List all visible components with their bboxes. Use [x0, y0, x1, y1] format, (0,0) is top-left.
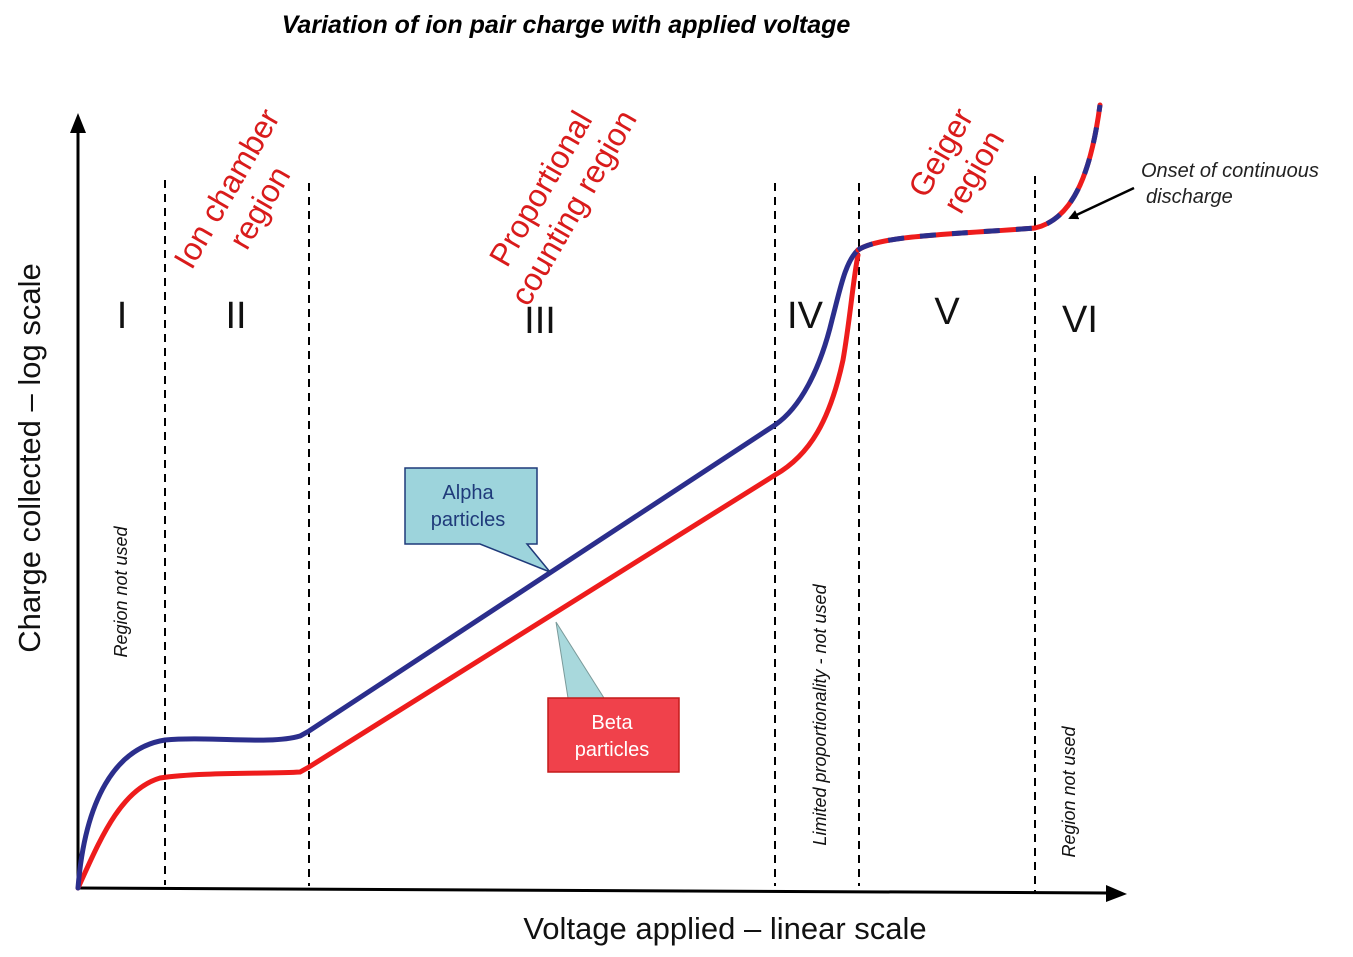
region-numeral-ii: II — [225, 295, 246, 337]
geiger-plateau-dash — [856, 104, 1103, 253]
y-axis-label: Charge collected – log scale — [12, 263, 47, 652]
alpha-callout-box — [404, 467, 551, 573]
alpha-curve — [75, 247, 861, 891]
region-vi-note: Region not used — [1059, 725, 1079, 857]
alpha-label-line2: particles — [431, 509, 505, 531]
region-numeral-v: V — [934, 291, 960, 333]
y-axis-arrowhead — [70, 113, 86, 133]
beta-label-line2: particles — [575, 739, 649, 761]
alpha-label-line1: Alpha — [442, 482, 494, 504]
alpha-callout: Alpha particles — [404, 467, 551, 573]
axes — [70, 113, 1127, 902]
region-name-ion-chamber: Ion chamber region — [166, 102, 297, 274]
region-i-note: Region not used — [111, 525, 131, 657]
region-numeral-vi: VI — [1062, 299, 1098, 341]
region-numeral-i: I — [117, 295, 128, 337]
region-iv-note: Limited proportionality - not used — [810, 583, 830, 845]
diagram-title: Variation of ion pair charge with applie… — [282, 11, 851, 39]
beta-label-line1: Beta — [591, 712, 633, 734]
beta-curve — [75, 252, 861, 891]
region-boundaries — [164, 176, 1036, 893]
onset-arrow — [1068, 186, 1135, 220]
x-axis-arrowhead — [1106, 885, 1127, 902]
beta-callout: Beta particles — [547, 621, 680, 773]
onset-label-line1: Onset of continuous — [1141, 160, 1319, 182]
region-numeral-iii: III — [524, 300, 556, 342]
onset-label-line2: discharge — [1146, 186, 1233, 208]
beta-callout-box — [547, 697, 680, 773]
beta-callout-pointer — [555, 621, 605, 699]
x-axis — [77, 886, 1109, 895]
region-name-proportional: Proportional counting region — [482, 104, 644, 312]
region-numeral-iv: IV — [787, 295, 824, 337]
x-axis-label: Voltage applied – linear scale — [523, 911, 926, 946]
region-name-geiger: Geiger region — [901, 102, 1011, 219]
